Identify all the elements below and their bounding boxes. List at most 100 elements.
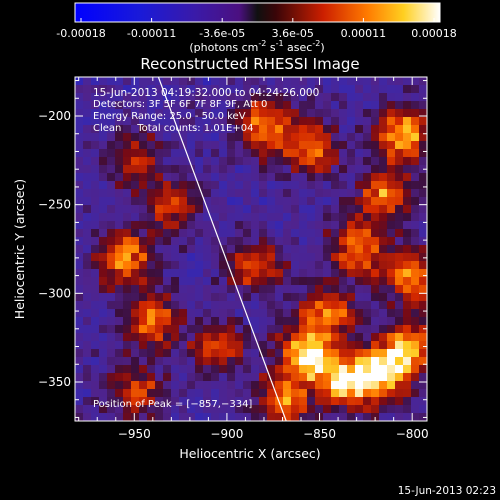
heatmap-cell <box>203 253 212 262</box>
heatmap-cell <box>251 173 260 182</box>
chart-title: Reconstructed RHESSI Image <box>140 55 359 73</box>
heatmap-cell <box>363 77 372 86</box>
heatmap-cell <box>403 141 412 150</box>
heatmap-cell <box>291 325 300 334</box>
heatmap-cell <box>307 213 316 222</box>
heatmap-cell <box>259 277 268 286</box>
heatmap-cell <box>147 149 156 158</box>
heatmap-cell <box>131 133 140 142</box>
heatmap-cell <box>179 333 188 342</box>
heatmap-cell <box>163 237 172 246</box>
heatmap-cell <box>243 237 252 246</box>
heatmap-cell <box>395 349 404 358</box>
heatmap-cell <box>315 317 324 326</box>
heatmap-cell <box>331 109 340 118</box>
heatmap-cell <box>251 157 260 166</box>
heatmap-cell <box>187 141 196 150</box>
heatmap-cell <box>299 77 308 86</box>
heatmap-cell <box>259 229 268 238</box>
heatmap-cell <box>123 277 132 286</box>
heatmap-cell <box>115 261 124 270</box>
heatmap-cell <box>227 277 236 286</box>
heatmap-cell <box>411 333 420 342</box>
heatmap-cell <box>411 181 420 190</box>
heatmap-cell <box>99 197 108 206</box>
heatmap-cell <box>227 293 236 302</box>
heatmap-cell <box>123 165 132 174</box>
heatmap-cell <box>299 293 308 302</box>
heatmap-cell <box>251 133 260 142</box>
heatmap-cell <box>91 77 100 86</box>
heatmap-cell <box>187 405 196 414</box>
heatmap-cell <box>83 197 92 206</box>
heatmap-cell <box>315 261 324 270</box>
heatmap-cell <box>323 293 332 302</box>
heatmap-cell <box>243 133 252 142</box>
heatmap-cell <box>75 373 84 382</box>
heatmap-cell <box>211 389 220 398</box>
heatmap-cell <box>387 285 396 294</box>
heatmap-cell <box>323 117 332 126</box>
heatmap-cell <box>195 149 204 158</box>
heatmap-cell <box>99 341 108 350</box>
heatmap-cell <box>195 405 204 414</box>
heatmap-cell <box>395 285 404 294</box>
heatmap-cell <box>211 173 220 182</box>
heatmap-cell <box>323 237 332 246</box>
heatmap-cell <box>75 213 84 222</box>
heatmap-cell <box>387 333 396 342</box>
heatmap-cell <box>403 373 412 382</box>
heatmap-cell <box>291 149 300 158</box>
heatmap-cell <box>283 309 292 318</box>
heatmap-cell <box>379 261 388 270</box>
heatmap-cell <box>411 285 420 294</box>
heatmap-cell <box>91 237 100 246</box>
heatmap-cell <box>307 373 316 382</box>
heatmap-cell <box>387 293 396 302</box>
heatmap-cell <box>163 261 172 270</box>
heatmap-cell <box>347 197 356 206</box>
heatmap-cell <box>179 381 188 390</box>
heatmap-cell <box>347 93 356 102</box>
heatmap-cell <box>315 325 324 334</box>
heatmap-cell <box>131 125 140 134</box>
heatmap-cell <box>371 253 380 262</box>
heatmap-cell <box>323 333 332 342</box>
heatmap-cell <box>275 85 284 94</box>
heatmap-cell <box>99 269 108 278</box>
heatmap-cell <box>107 333 116 342</box>
heatmap-cell <box>283 109 292 118</box>
heatmap-cell <box>307 221 316 230</box>
heatmap-cell <box>307 133 316 142</box>
heatmap-cell <box>283 405 292 414</box>
heatmap-cell <box>267 317 276 326</box>
heatmap-cell <box>75 85 84 94</box>
heatmap-cell <box>107 325 116 334</box>
heatmap-cell <box>355 333 364 342</box>
heatmap-cell <box>115 133 124 142</box>
heatmap-cell <box>339 389 348 398</box>
heatmap-cell <box>259 373 268 382</box>
heatmap-cell <box>387 309 396 318</box>
heatmap-cell <box>187 117 196 126</box>
heatmap-cell <box>123 405 132 414</box>
heatmap-cell <box>179 85 188 94</box>
heatmap-cell <box>155 405 164 414</box>
heatmap-cell <box>307 285 316 294</box>
heatmap-cell <box>243 213 252 222</box>
heatmap-cell <box>251 213 260 222</box>
heatmap-cell <box>187 389 196 398</box>
colorbar-tick-label: -0.00018 <box>56 27 105 40</box>
heatmap-cell <box>107 149 116 158</box>
heatmap-cell <box>227 349 236 358</box>
heatmap-cell <box>331 333 340 342</box>
heatmap-cell <box>347 173 356 182</box>
heatmap-cell <box>131 357 140 366</box>
heatmap-cell <box>403 341 412 350</box>
heatmap-cell <box>403 133 412 142</box>
heatmap-cell <box>379 149 388 158</box>
heatmap-cell <box>395 381 404 390</box>
heatmap-cell <box>131 229 140 238</box>
heatmap-cell <box>171 93 180 102</box>
heatmap-cell <box>323 277 332 286</box>
